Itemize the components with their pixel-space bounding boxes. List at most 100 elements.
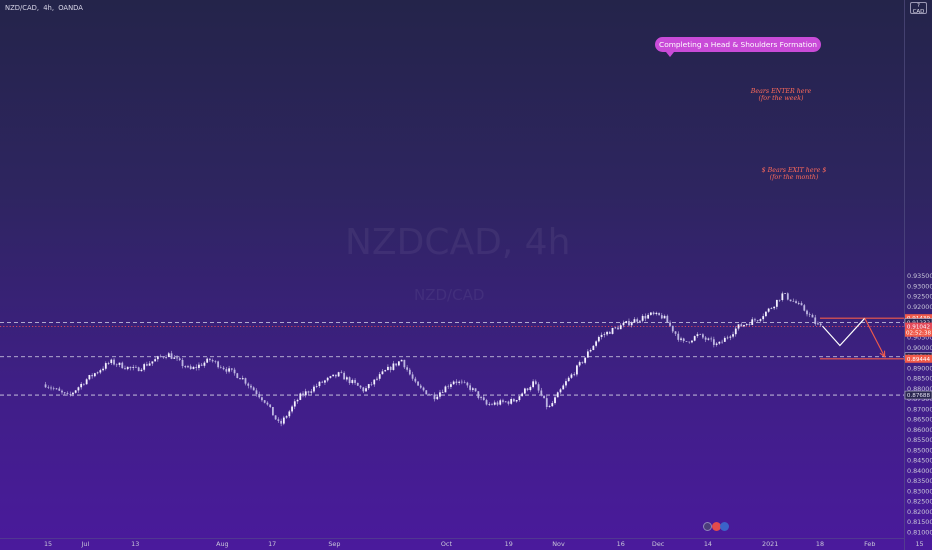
- candle-body: [663, 315, 666, 319]
- candle-body: [345, 377, 348, 380]
- candle-body: [211, 360, 214, 362]
- y-tick-label: 0.90500: [907, 334, 932, 342]
- x-tick-label: Feb: [864, 540, 875, 548]
- y-tick-label: 0.83500: [907, 477, 932, 485]
- candle-body: [491, 404, 493, 405]
- symbol-header[interactable]: NZD/CAD, 4h, OANDA: [5, 4, 85, 12]
- candle-body: [93, 373, 96, 377]
- candle-body: [151, 361, 154, 364]
- candle-body: [482, 397, 485, 401]
- candle-body: [140, 369, 143, 372]
- candle-body: [299, 393, 302, 400]
- candle-body: [225, 369, 228, 372]
- x-tick-label: 2021: [762, 540, 778, 548]
- candle-body: [118, 362, 121, 365]
- price-tag-label-support-2: 0.87688: [907, 393, 931, 399]
- candle-body: [578, 362, 581, 366]
- candle-body: [660, 315, 663, 319]
- candle-body: [537, 384, 540, 391]
- candle-body: [756, 320, 759, 321]
- price-tag-label-bears-exit: 0.89444: [907, 357, 931, 363]
- candle-body: [110, 359, 113, 364]
- candle-body: [507, 401, 510, 404]
- candle-body: [693, 336, 696, 341]
- candle-body: [417, 381, 419, 386]
- candle-body: [523, 388, 526, 394]
- candle-body: [381, 371, 384, 375]
- candle-body: [534, 381, 537, 385]
- candle-body: [726, 337, 729, 339]
- candle-body: [389, 366, 392, 370]
- candle-body: [647, 314, 650, 319]
- candle-body: [310, 391, 313, 393]
- candle-body: [633, 319, 636, 323]
- candle-body: [685, 341, 688, 342]
- y-tick-label: 0.82500: [907, 498, 932, 506]
- calendar-event-icon[interactable]: [720, 522, 729, 531]
- candle-body: [263, 400, 266, 403]
- x-tick-label: 15: [44, 540, 52, 548]
- candle-body: [373, 379, 376, 385]
- x-tick-label: 17: [268, 540, 276, 548]
- candle-body: [282, 417, 285, 424]
- candle-body: [622, 322, 625, 326]
- candle-body: [181, 359, 184, 367]
- candle-body: [214, 361, 217, 362]
- candle-body: [759, 319, 762, 321]
- price-tag-label-current-price: 0.91042: [907, 325, 930, 331]
- y-tick-label: 0.93000: [907, 282, 932, 290]
- candle-body: [715, 343, 718, 345]
- candle-body: [792, 301, 795, 302]
- candle-body: [723, 337, 726, 342]
- candle-body: [72, 392, 74, 395]
- candle-body: [52, 388, 55, 389]
- candle-body: [619, 325, 622, 330]
- candle-body: [765, 311, 767, 317]
- candle-body: [773, 306, 776, 309]
- candle-body: [313, 386, 315, 392]
- candle-body: [376, 378, 378, 380]
- y-tick-label: 0.85000: [907, 446, 932, 454]
- candle-body: [307, 391, 310, 393]
- x-tick-label: 14: [704, 540, 712, 548]
- x-tick-label: Oct: [441, 540, 453, 548]
- candle-body: [485, 400, 488, 405]
- candle-body: [625, 321, 628, 323]
- candle-body: [529, 387, 532, 391]
- candle-body: [441, 392, 444, 393]
- news-event-icon[interactable]: [703, 522, 712, 531]
- candle-body: [315, 386, 318, 387]
- candle-body: [751, 319, 754, 325]
- candle-body: [184, 366, 187, 368]
- candle-body: [795, 301, 797, 304]
- y-tick-label: 0.88000: [907, 385, 932, 393]
- candle-body: [614, 327, 617, 329]
- candle-body: [775, 299, 778, 307]
- candle-body: [173, 357, 176, 359]
- candle-body: [737, 324, 740, 329]
- candle-body: [370, 384, 373, 385]
- currency-badge[interactable]: ? CAD: [910, 2, 927, 15]
- y-tick-label: 0.88500: [907, 375, 932, 383]
- candle-body: [556, 392, 559, 398]
- candle-body: [562, 385, 565, 390]
- flag-event-icon[interactable]: [712, 522, 721, 531]
- candle-body: [241, 378, 244, 380]
- candle-body: [466, 382, 469, 386]
- candle-body: [682, 338, 685, 342]
- candle-body: [732, 334, 734, 337]
- candle-body: [176, 357, 178, 359]
- candle-body: [50, 387, 52, 389]
- candle-body: [573, 374, 576, 376]
- candle-body: [321, 381, 324, 383]
- candle-body: [367, 384, 370, 389]
- x-tick-label: Jul: [81, 540, 90, 548]
- candle-body: [797, 303, 800, 304]
- price-tag-bears-enter: [905, 314, 932, 323]
- candle-body: [395, 363, 398, 366]
- candle-body: [219, 367, 222, 368]
- candle-body: [488, 404, 491, 405]
- candle-body: [340, 372, 343, 373]
- candle-body: [337, 372, 340, 377]
